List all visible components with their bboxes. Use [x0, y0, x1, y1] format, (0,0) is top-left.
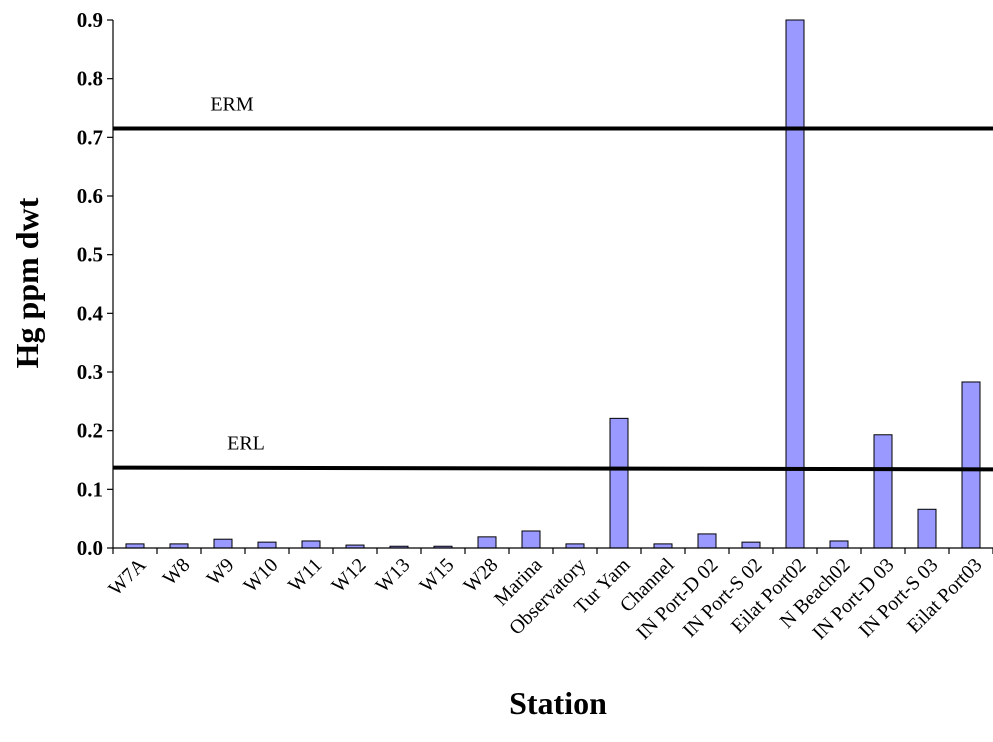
bar-in-port-s-02 — [741, 541, 761, 549]
bar-w10 — [257, 541, 277, 549]
bar-w11 — [301, 540, 321, 549]
bar-w8 — [169, 543, 189, 549]
bar-in-port-s-03 — [917, 508, 937, 549]
y-tick-label: 0.5 — [77, 243, 103, 267]
y-tick-labels: 0.0 0.1 0.2 0.3 0.4 0.5 0.6 0.7 0.8 0.9 — [77, 8, 104, 560]
y-tick-label: 0.0 — [77, 536, 103, 560]
x-tick-label: W15 — [415, 554, 458, 597]
bar-tur-yam — [609, 417, 629, 549]
y-axis-title: Hg ppm dwt — [9, 197, 45, 368]
y-tick-label: 0.9 — [77, 8, 103, 32]
ref-label-erl: ERL — [227, 433, 265, 455]
x-tick-label: W8 — [159, 554, 195, 590]
ref-line-erl — [112, 465, 993, 472]
y-tick-label: 0.8 — [77, 67, 103, 91]
x-axis-title: Station — [509, 685, 607, 721]
x-tick-label: W10 — [239, 554, 282, 597]
bar-observatory — [565, 543, 585, 549]
y-tick-label: 0.4 — [77, 301, 104, 325]
bar-n-beach02 — [829, 540, 849, 549]
bar-channel — [653, 543, 673, 549]
reference-lines-group: ERM ERL — [112, 94, 993, 472]
bar-w7a — [125, 543, 145, 549]
bar-w9 — [213, 538, 233, 549]
ref-label-erm: ERM — [210, 94, 254, 116]
bar-marina — [521, 530, 541, 549]
x-tick-label: W13 — [371, 554, 414, 597]
x-tick-label: W12 — [327, 554, 370, 597]
bar-eilat-port03 — [961, 381, 981, 549]
x-tick-label: W7A — [104, 554, 151, 601]
x-tick-labels: W7A W8 W9 W10 W11 W12 W13 W15 W28MarinaObservato… — [104, 554, 986, 645]
bar-in-port-d-03 — [873, 434, 893, 549]
y-tick-label: 0.6 — [77, 184, 103, 208]
y-tick-label: 0.7 — [77, 125, 103, 149]
y-tick-label: 0.3 — [77, 360, 103, 384]
x-tick-label: W11 — [284, 554, 327, 597]
x-tick-label: W9 — [203, 554, 239, 590]
bar-in-port-d-02 — [697, 533, 717, 549]
y-tick-label: 0.2 — [77, 419, 103, 443]
y-tick-label: 0.1 — [77, 477, 103, 501]
bars-group — [125, 19, 981, 549]
bar-w28 — [477, 536, 497, 549]
axes-group — [107, 19, 993, 554]
